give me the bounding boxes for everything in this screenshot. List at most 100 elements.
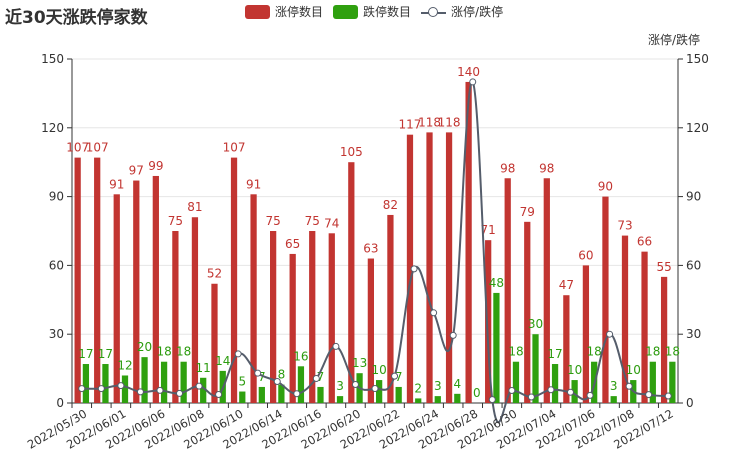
- data-label-limit-down: 14: [215, 354, 230, 368]
- bar-limit-up: [328, 233, 335, 403]
- data-label-limit-down: 10: [371, 363, 386, 377]
- data-label-limit-down: 17: [98, 347, 113, 361]
- bar-limit-down: [141, 357, 148, 403]
- data-label-limit-down: 20: [137, 340, 152, 354]
- bar-limit-down: [571, 380, 578, 403]
- legend-item-limit-down[interactable]: 跌停数目: [333, 3, 411, 20]
- bar-limit-up: [152, 175, 159, 403]
- legend-line-icon: [421, 5, 447, 19]
- bar-limit-down: [376, 380, 383, 403]
- ratio-point: [547, 386, 555, 394]
- bar-limit-up: [524, 221, 531, 403]
- data-label-limit-up: 81: [187, 200, 202, 214]
- bar-limit-up: [543, 178, 550, 403]
- bar-limit-up: [367, 258, 374, 403]
- legend-swatch-green: [333, 4, 359, 19]
- data-label-limit-up: 107: [223, 141, 246, 155]
- y2-tick-label: 90: [686, 190, 701, 204]
- ratio-point: [293, 390, 301, 398]
- ratio-point: [136, 388, 144, 396]
- data-label-limit-up: 118: [438, 115, 461, 129]
- data-label-limit-up: 55: [656, 260, 671, 274]
- ratio-line: [81, 80, 669, 424]
- data-label-limit-up: 73: [617, 219, 632, 233]
- bar-limit-up: [270, 231, 277, 403]
- ratio-point: [410, 265, 418, 273]
- data-label-limit-down: 7: [317, 370, 325, 384]
- ratio-point: [586, 391, 594, 399]
- ratio-point: [312, 374, 320, 382]
- bar-limit-up: [504, 178, 511, 403]
- bar-limit-up: [74, 157, 81, 403]
- data-label-limit-up: 66: [637, 235, 652, 249]
- ratio-point: [215, 390, 223, 398]
- bar-limit-down: [532, 334, 539, 403]
- data-label-limit-up: 79: [520, 205, 535, 219]
- bar-limit-up: [113, 194, 120, 403]
- data-label-limit-up: 140: [457, 65, 480, 79]
- y-tick-label: 0: [56, 396, 64, 410]
- bar-limit-down: [278, 384, 285, 403]
- legend-item-limit-up[interactable]: 涨停数目: [245, 3, 323, 20]
- bar-limit-down: [669, 361, 676, 403]
- data-label-limit-up: 65: [285, 237, 300, 251]
- ratio-point: [391, 372, 399, 380]
- legend: 涨停数目 跌停数目 涨停/跌停: [245, 3, 513, 20]
- bar-limit-up: [602, 196, 609, 403]
- data-label-limit-up: 75: [265, 214, 280, 228]
- bar-limit-up: [309, 231, 316, 403]
- y2-tick-label: 120: [686, 121, 709, 135]
- y-tick-label: 60: [49, 258, 64, 272]
- bar-limit-down: [395, 386, 402, 403]
- data-label-limit-down: 13: [352, 356, 367, 370]
- y2-tick-label: 150: [686, 52, 709, 66]
- data-label-limit-up: 98: [500, 161, 515, 175]
- data-label-limit-up: 91: [109, 177, 124, 191]
- data-label-limit-down: 8: [278, 368, 286, 382]
- bar-limit-down: [102, 364, 109, 403]
- bar-limit-down: [454, 393, 461, 403]
- data-label-limit-up: 97: [129, 164, 144, 178]
- bar-limit-up: [133, 180, 140, 403]
- ratio-point: [332, 342, 340, 350]
- ratio-point: [176, 389, 184, 397]
- bar-limit-up: [426, 132, 433, 404]
- ratio-point: [234, 350, 242, 358]
- bar-limit-down: [551, 364, 559, 403]
- ratio-point: [527, 393, 535, 401]
- data-label-limit-up: 71: [481, 223, 496, 237]
- ratio-point: [97, 385, 105, 393]
- data-label-limit-down: 3: [434, 379, 442, 393]
- bar-limit-down: [297, 366, 305, 403]
- ratio-point: [664, 392, 672, 400]
- data-label-limit-up: 75: [168, 214, 183, 228]
- data-label-limit-up: 90: [598, 180, 613, 194]
- bar-limit-up: [230, 157, 238, 403]
- ratio-point: [156, 386, 164, 394]
- y-tick-label: 150: [41, 52, 64, 66]
- bar-limit-up: [289, 253, 296, 403]
- ratio-point: [566, 388, 574, 396]
- bar-limit-down: [610, 396, 617, 403]
- data-label-limit-down: 17: [547, 347, 562, 361]
- bar-limit-up: [582, 265, 590, 403]
- data-label-limit-up: 47: [559, 278, 574, 292]
- data-label-limit-up: 63: [363, 242, 378, 256]
- data-label-limit-down: 12: [117, 358, 132, 372]
- bar-limit-down: [82, 364, 90, 403]
- data-label-limit-up: 82: [383, 198, 398, 212]
- bar-limit-down: [512, 361, 520, 403]
- data-label-limit-up: 105: [340, 145, 363, 159]
- bar-limit-up: [406, 134, 414, 403]
- bar-limit-down: [336, 396, 344, 403]
- bar-limit-down: [649, 361, 656, 403]
- bar-limit-up: [445, 132, 453, 404]
- data-label-limit-down: 10: [567, 363, 582, 377]
- bar-limit-up: [348, 162, 355, 403]
- bar-limit-down: [258, 386, 265, 403]
- bar-limit-down: [415, 398, 422, 403]
- bar-limit-up: [660, 276, 668, 403]
- legend-item-ratio[interactable]: 涨停/跌停: [421, 3, 503, 20]
- ratio-point: [508, 387, 516, 395]
